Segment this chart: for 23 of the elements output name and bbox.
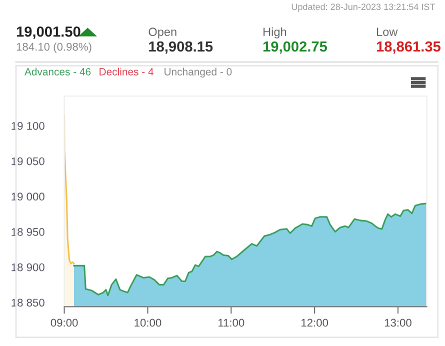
y-tick-label: 19 000 [12,192,44,201]
x-tick-label: 13:00 [384,318,412,327]
text: 18,861.35 [376,41,440,54]
text: Updated: 28-Jun-2023 13:21:54 IST [292,3,436,12]
text: 184.10 (0.98%) [16,42,92,53]
y-tick-label: 19 100 [12,122,44,130]
x-tick-label: 09:00 [50,318,78,327]
x-tick-label: 12:00 [302,318,328,327]
text: High [264,27,286,38]
text: Advances - 46 [24,68,91,76]
y-tick-label: 18 850 [12,298,44,307]
x-tick-label: 10:00 [134,318,162,327]
chart-title: 19,001.50 [16,26,80,39]
y-tick-label: 18 900 [12,263,44,272]
text: Low [376,28,398,36]
x-tick-label: 11:00 [218,318,244,327]
text: 18,908.15 [149,41,213,54]
y-tick-label: 19 050 [12,157,44,166]
text: Declines - 4 [100,68,154,76]
text: Open [148,28,176,38]
text: Unchanged - 0 [164,68,232,78]
text: 19,002.75 [263,41,328,54]
y-tick-label: 18 950 [12,228,44,236]
